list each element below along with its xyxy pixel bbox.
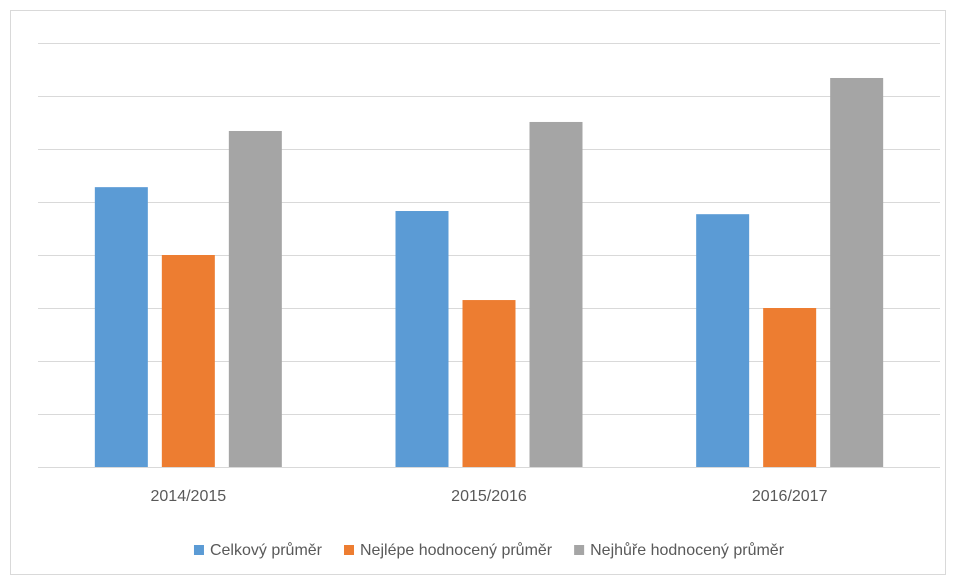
bar — [830, 77, 884, 467]
legend-label: Nejlépe hodnocený průměr — [360, 541, 553, 559]
bar — [462, 300, 516, 467]
bar — [228, 130, 282, 468]
bar — [161, 255, 215, 467]
x-tick-label: 2015/2016 — [451, 488, 527, 505]
bar — [94, 187, 148, 467]
legend-label: Nejhůře hodnocený průměr — [590, 541, 785, 559]
legend-swatch — [574, 545, 585, 555]
x-tick-label: 2014/2015 — [151, 488, 227, 505]
legend-swatch — [193, 545, 204, 555]
legend-swatch — [344, 545, 355, 555]
legend-label: Celkový průměr — [210, 541, 323, 559]
bar — [529, 121, 583, 467]
bar — [696, 214, 750, 467]
bar — [763, 308, 817, 467]
x-tick-label: 2016/2017 — [752, 488, 828, 505]
bar — [395, 211, 449, 467]
